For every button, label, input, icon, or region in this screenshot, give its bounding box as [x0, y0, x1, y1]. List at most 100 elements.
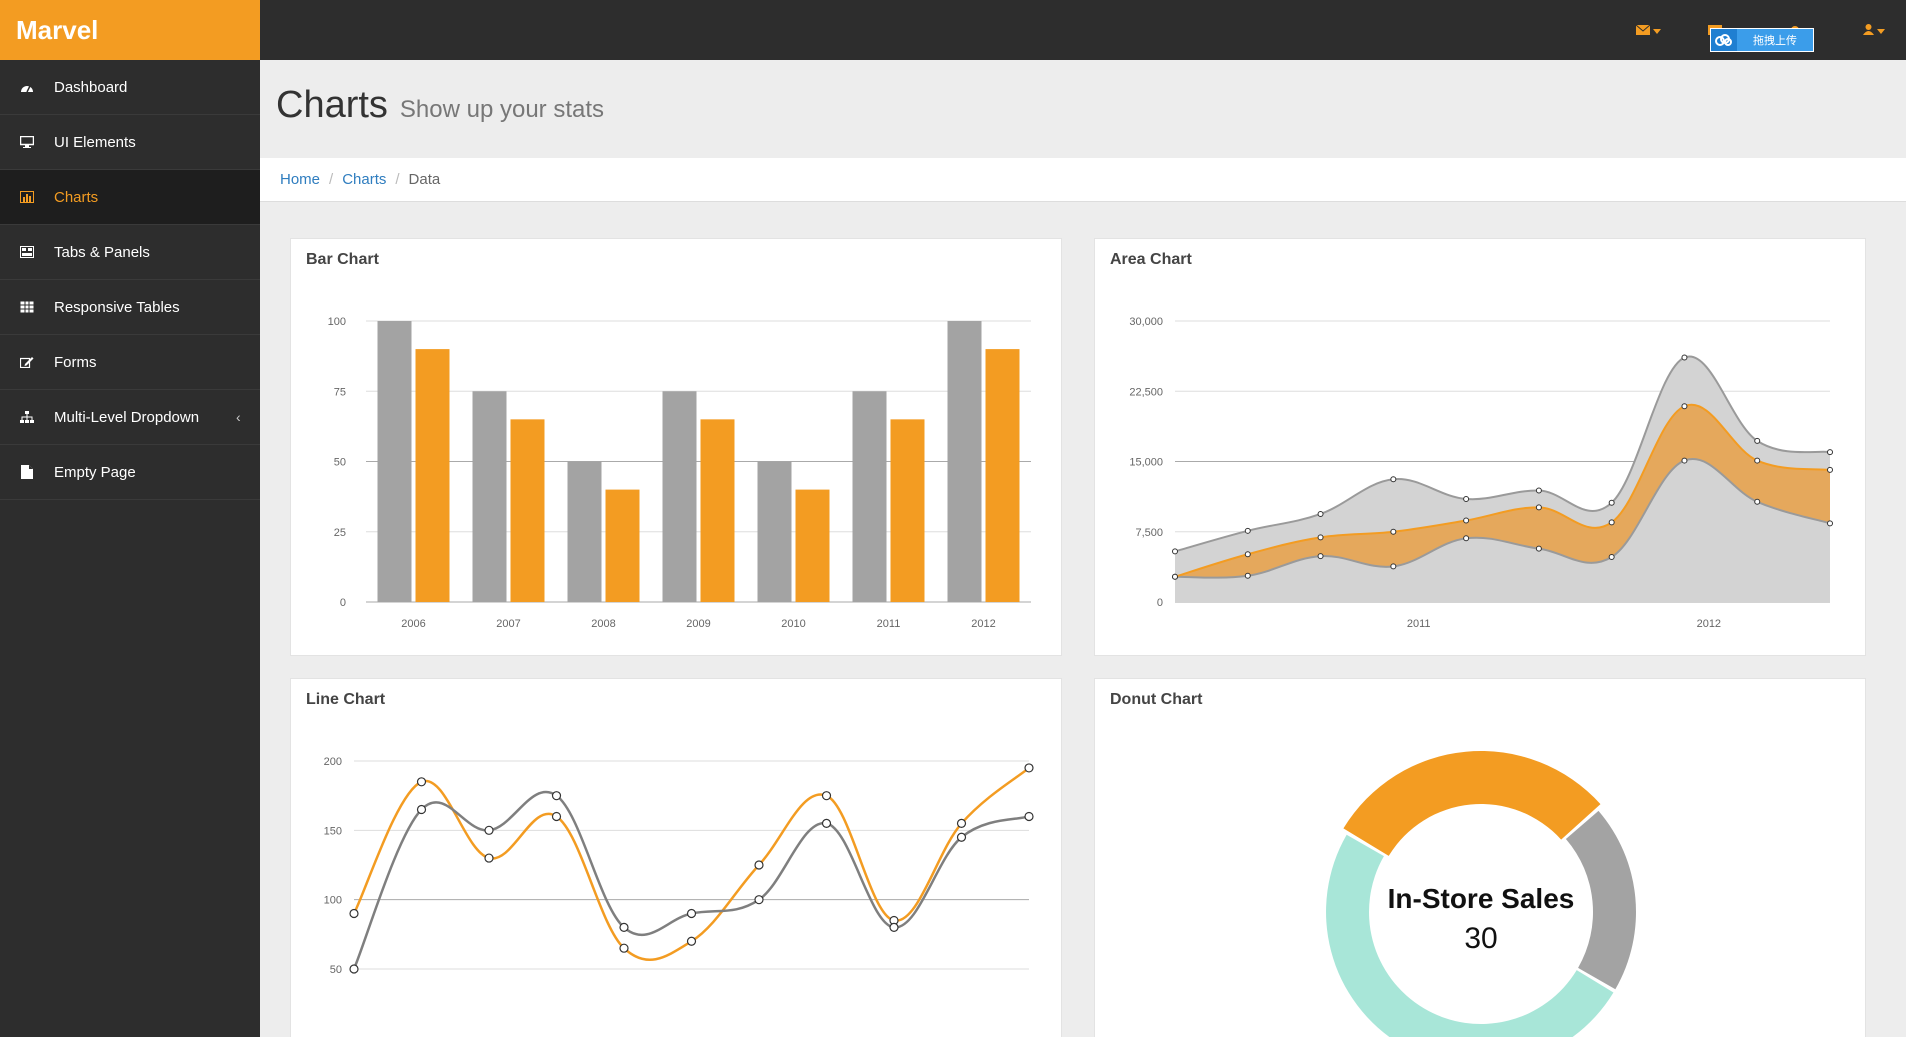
data-point: [686, 936, 697, 946]
bar: [700, 419, 735, 602]
bar: [567, 461, 602, 602]
y-tick-label: 22,500: [1129, 386, 1163, 398]
data-point: [889, 922, 899, 932]
data-point: [416, 804, 427, 815]
y-tick-label: 75: [334, 386, 346, 398]
breadcrumb-home[interactable]: Home: [280, 171, 321, 188]
area-fill: [1175, 458, 1830, 602]
data-point: [619, 922, 629, 932]
x-tick-label: 2010: [781, 618, 805, 630]
sidebar-item-label: Dashboard: [54, 78, 128, 96]
caret-down-icon: [1653, 28, 1661, 34]
donut-chart: In-Store Sales 30: [1326, 751, 1636, 1037]
data-point: [754, 895, 764, 905]
donut-slice: [1326, 834, 1614, 1037]
data-point: [821, 791, 832, 801]
y-tick-label: 150: [324, 825, 342, 837]
sidebar-item-dashboard[interactable]: Dashboard: [0, 60, 260, 115]
data-point: [956, 818, 967, 828]
monitor-icon: [0, 136, 54, 148]
data-point: [1827, 449, 1833, 456]
panel-title: Area Chart: [1110, 251, 1192, 268]
area-line: [1174, 458, 1831, 579]
data-point: [1827, 520, 1833, 527]
breadcrumb-charts[interactable]: Charts: [342, 171, 387, 188]
bar: [852, 391, 887, 602]
data-point: [1317, 510, 1324, 517]
bar-chart-icon: [0, 191, 54, 203]
data-point: [1172, 573, 1178, 580]
sidebar-item-forms[interactable]: Forms: [0, 335, 260, 390]
data-point: [484, 825, 494, 835]
bar-chart-panel: Bar Chart 100 75 50 25 0 2006 2007 2008 2009 2010…: [290, 238, 1062, 656]
y-tick-label: 50: [334, 457, 346, 469]
cloud-icon: [1711, 29, 1737, 51]
x-tick-label: 2006: [401, 618, 425, 630]
sidebar-item-tabs-panels[interactable]: Tabs & Panels: [0, 225, 260, 280]
page-title: Charts Show up your stats: [276, 84, 604, 127]
donut-slice: [1343, 751, 1601, 856]
donut-center-label: In-Store Sales: [1388, 883, 1575, 914]
area-chart-panel: Area Chart 30,000 22,500 15,000 7,500 0 2011 2…: [1094, 238, 1866, 656]
x-tick-label: 2009: [686, 618, 710, 630]
series-line: [352, 790, 1030, 970]
panel-title: Line Chart: [306, 691, 386, 708]
data-point: [1317, 534, 1324, 541]
brand-logo[interactable]: Marvel: [0, 0, 260, 60]
data-point: [1827, 466, 1833, 473]
data-point: [1681, 403, 1688, 410]
sidebar-item-label: Multi-Level Dropdown: [54, 408, 200, 426]
chevron-left-icon: ‹: [236, 409, 241, 425]
donut-chart-panel: Donut Chart In-Store Sales 30: [1094, 678, 1866, 1037]
sidebar-item-charts[interactable]: Charts: [0, 170, 260, 225]
data-point: [1754, 457, 1761, 464]
panel-title: Bar Chart: [306, 251, 379, 268]
donut-slice: [1565, 810, 1636, 990]
messages-dropdown[interactable]: [1635, 22, 1661, 40]
area-chart: 30,000 22,500 15,000 7,500 0 2011 2012: [1129, 316, 1833, 630]
data-point: [686, 908, 697, 919]
user-dropdown[interactable]: [1863, 22, 1885, 40]
data-point: [1608, 554, 1615, 561]
bar: [795, 489, 830, 602]
data-point: [1535, 545, 1542, 552]
data-point: [1317, 553, 1324, 560]
data-point: [1463, 535, 1470, 542]
sidebar-item-ui-elements[interactable]: UI Elements: [0, 115, 260, 170]
sidebar-item-multi-level-dropdown[interactable]: Multi-Level Dropdown ‹: [0, 390, 260, 445]
dashboard-icon: [0, 81, 54, 93]
x-tick-label: 2012: [1697, 618, 1721, 630]
data-point: [1390, 528, 1397, 535]
y-tick-label: 100: [328, 316, 346, 328]
bar: [985, 349, 1020, 602]
data-point: [1244, 527, 1251, 534]
bar: [890, 419, 925, 602]
breadcrumb: Home / Charts / Data: [260, 158, 1906, 202]
page-subtitle: Show up your stats: [399, 96, 605, 123]
data-point: [1535, 487, 1542, 494]
sidebar-item-label: Forms: [54, 353, 97, 371]
data-point: [1754, 498, 1761, 505]
data-point: [1535, 504, 1542, 511]
data-point: [1754, 437, 1761, 444]
sidebar-item-responsive-tables[interactable]: Responsive Tables: [0, 280, 260, 335]
sidebar: Marvel Dashboard UI Elements Charts Tabs…: [0, 0, 260, 1037]
data-point: [416, 777, 427, 787]
page-header: Charts Show up your stats: [260, 60, 1906, 158]
x-tick-label: 2007: [496, 618, 520, 630]
data-point: [1024, 763, 1034, 773]
breadcrumb-separator: /: [329, 171, 334, 188]
data-point: [551, 791, 562, 801]
sidebar-menu: Dashboard UI Elements Charts Tabs & Pane…: [0, 60, 260, 500]
area-line: [1174, 403, 1831, 578]
bar: [947, 321, 982, 602]
bar: [605, 489, 640, 602]
table-icon: [0, 301, 54, 313]
bar-chart: 100 75 50 25 0 2006 2007 2008 2009 2010 2011 2012: [328, 316, 1031, 630]
upload-badge[interactable]: 拖拽上传: [1710, 28, 1814, 52]
caret-down-icon: [1877, 28, 1885, 34]
data-point: [484, 853, 494, 863]
data-point: [1390, 563, 1397, 570]
sidebar-item-empty-page[interactable]: Empty Page: [0, 445, 260, 500]
data-point: [1608, 499, 1615, 506]
